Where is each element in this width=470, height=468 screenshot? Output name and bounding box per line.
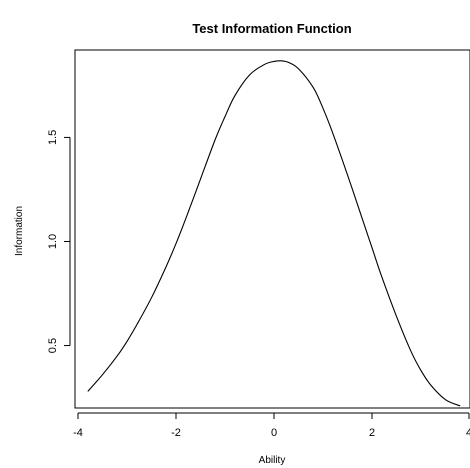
plot-frame	[74, 49, 470, 409]
series-line	[87, 60, 461, 407]
x-axis-label: Ability	[259, 455, 286, 466]
x-tick-label: 0	[271, 427, 277, 439]
y-tick-label: 0.5	[47, 338, 59, 353]
series-layer	[87, 60, 461, 407]
y-axis-label: Information	[14, 206, 25, 256]
x-tick-label: 4	[466, 427, 470, 439]
x-axis: -4 -2 0 2 4	[73, 412, 470, 439]
y-tick-label: 1.5	[47, 130, 59, 145]
y-axis: 0.5 1.0 1.5	[47, 130, 71, 353]
x-tick-label: 2	[369, 427, 375, 439]
y-tick-label: 1.0	[47, 234, 59, 249]
x-tick-label: -2	[171, 427, 181, 439]
chart-title: Test Information Function	[192, 21, 351, 36]
x-tick-label: -4	[73, 427, 83, 439]
